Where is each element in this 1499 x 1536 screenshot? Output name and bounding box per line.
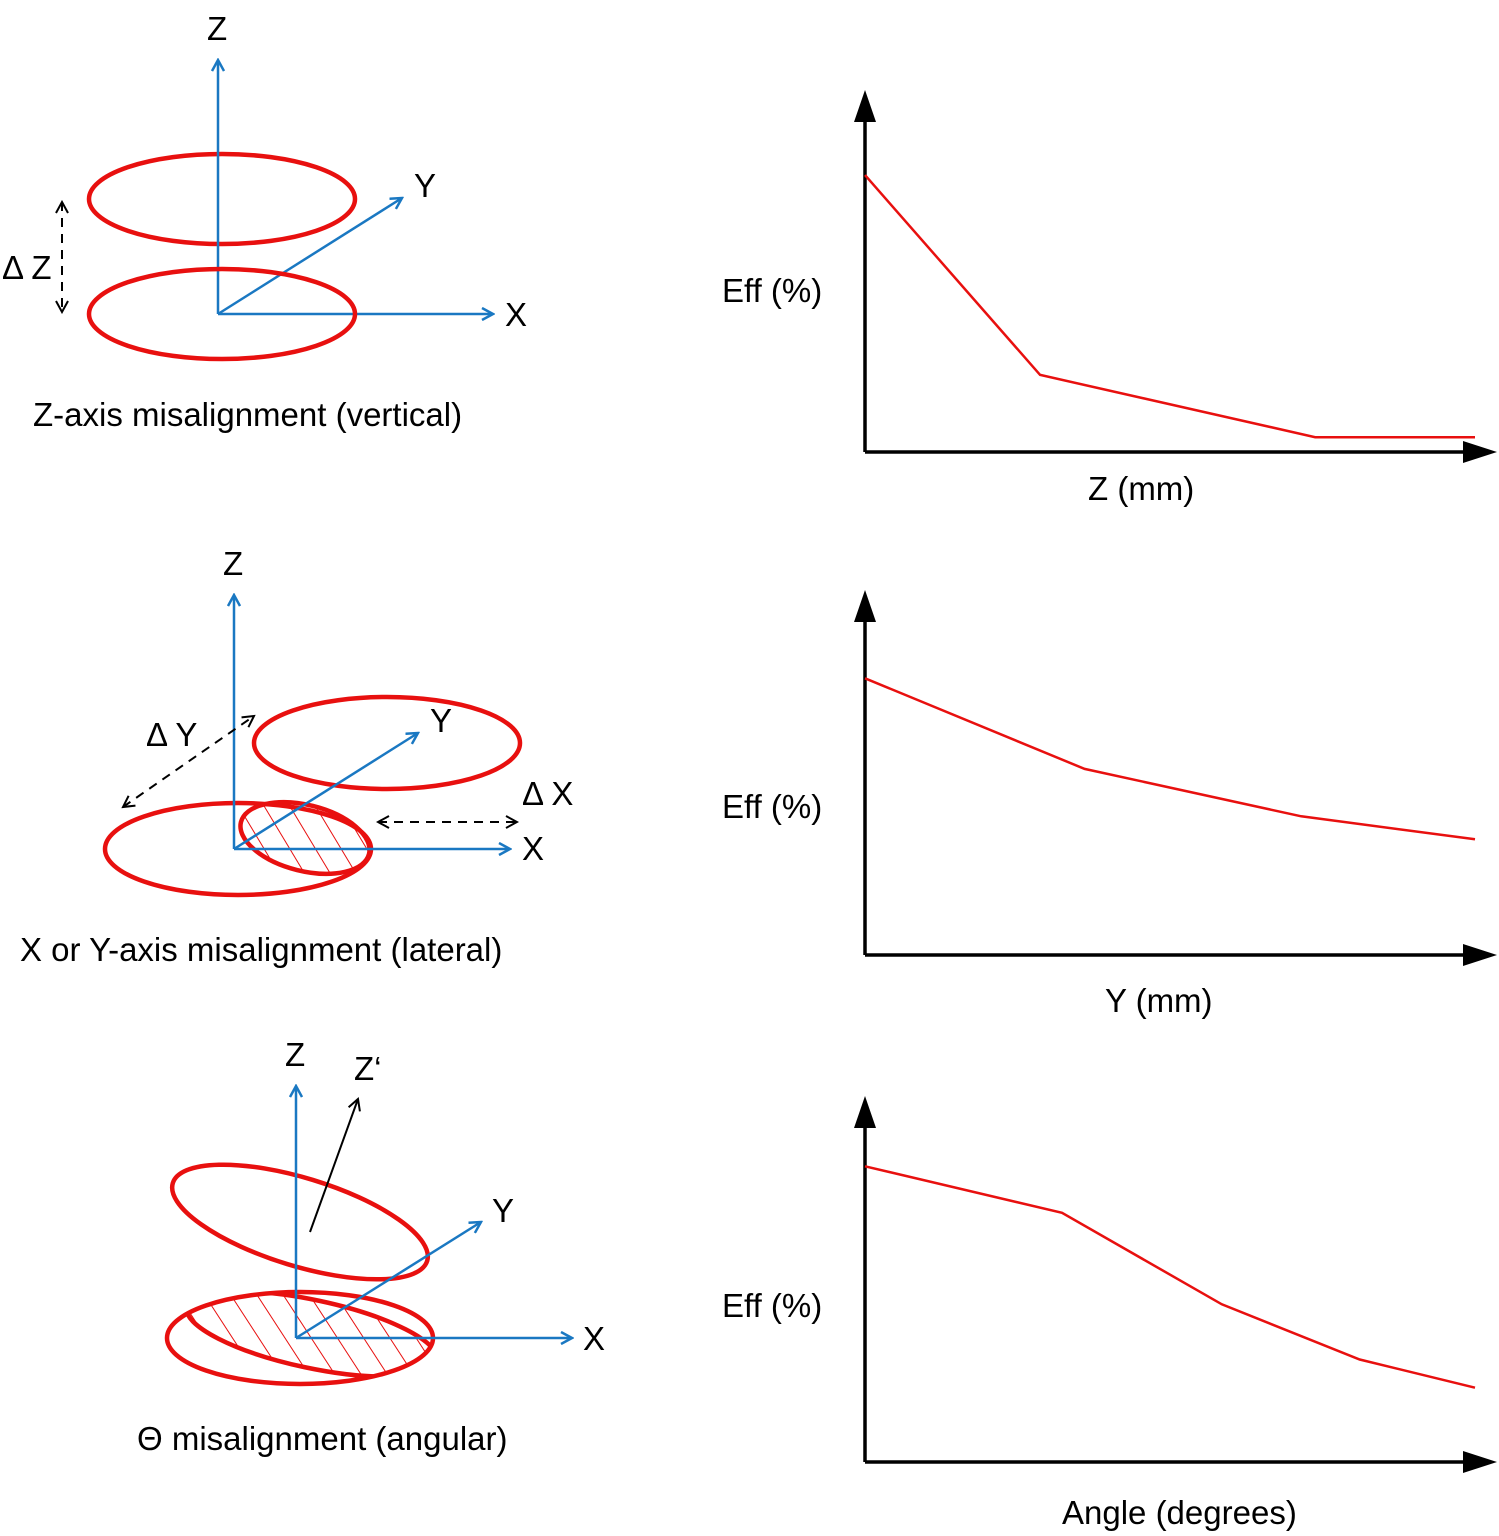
x-label: X: [522, 830, 544, 867]
efficiency-curve: [864, 174, 1475, 439]
delta-x-label: Δ X: [522, 775, 573, 812]
top-coil: [86, 151, 358, 247]
y-axis-arrow: [217, 198, 402, 316]
y-axis-arrowhead: [854, 590, 876, 622]
angular-caption: Θ misalignment (angular): [137, 1420, 507, 1457]
z-label: Z: [223, 545, 243, 582]
bottom-coil: [86, 266, 358, 362]
y-axis-label: Eff (%): [722, 1287, 822, 1324]
delta-y-arrow: [123, 716, 254, 807]
angular-misalignment-diagram: Z Z‘ Y X Θ misalignment (angular): [137, 1036, 605, 1457]
z-label: Z: [207, 10, 227, 47]
delta-z-label: Δ Z: [2, 249, 52, 286]
x-label: X: [583, 1320, 605, 1357]
y-axis-arrowhead: [854, 1096, 876, 1128]
x-axis-arrowhead: [1463, 441, 1497, 463]
tilted-coil: [169, 1162, 431, 1282]
delta-y-label: Δ Y: [146, 716, 197, 753]
x-axis-arrowhead: [1463, 1451, 1497, 1473]
y-label: Y: [492, 1192, 514, 1229]
lateral-misalignment-diagram: Z Y X Δ Y Δ X X or Y-axis misalignment (…: [20, 545, 573, 968]
z-prime-label: Z‘: [354, 1050, 382, 1087]
y-axis-label: Eff (%): [722, 788, 822, 825]
y-axis-arrowhead: [854, 90, 876, 122]
z-label: Z: [285, 1036, 305, 1073]
y-label: Y: [414, 167, 436, 204]
z-prime-arrow: [309, 1099, 358, 1233]
y-axis-arrow: [233, 733, 418, 851]
vertical-caption: Z-axis misalignment (vertical): [33, 396, 462, 433]
y-axis-label: Eff (%): [722, 272, 822, 309]
x-axis-arrowhead: [1463, 944, 1497, 966]
x-label: X: [505, 296, 527, 333]
y-axis-arrow: [295, 1222, 481, 1340]
x-axis-label: Angle (degrees): [1062, 1494, 1297, 1531]
vertical-misalignment-diagram: Z Y X Δ Z Z-axis misalignment (vertical): [2, 10, 527, 433]
efficiency-vs-y-chart: Eff (%) Y (mm): [722, 590, 1497, 1019]
top-coil: [251, 694, 523, 792]
lateral-caption: X or Y-axis misalignment (lateral): [20, 931, 502, 968]
x-axis-label: Z (mm): [1088, 470, 1194, 507]
efficiency-vs-angle-chart: Eff (%) Angle (degrees): [722, 1096, 1497, 1531]
y-label: Y: [430, 702, 452, 739]
efficiency-curve: [864, 677, 1476, 841]
efficiency-curve: [864, 1165, 1476, 1389]
x-axis-label: Y (mm): [1105, 982, 1213, 1019]
efficiency-vs-z-chart: Eff (%) Z (mm): [722, 90, 1497, 507]
